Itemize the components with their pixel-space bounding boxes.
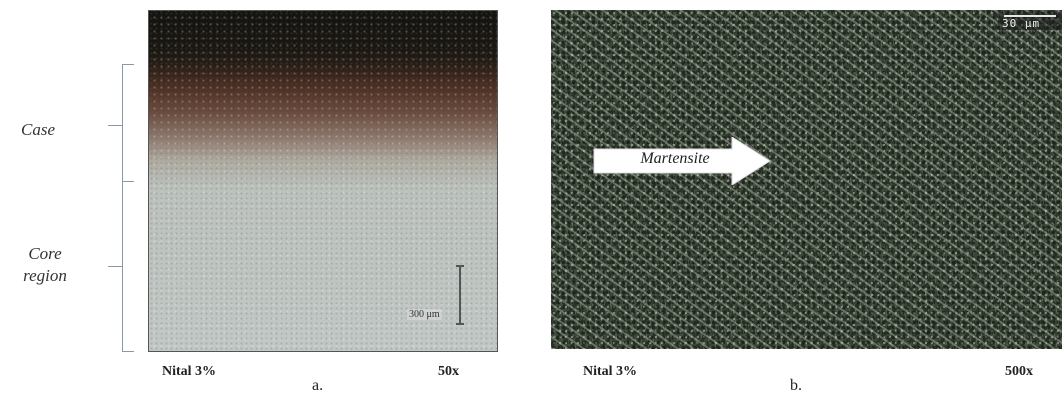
core-region-label: Core region [10, 243, 80, 287]
scale-bar-a [459, 265, 461, 325]
arrow-icon [593, 137, 771, 185]
etchant-b: Nital 3% [583, 364, 638, 379]
case-label: Case [21, 120, 55, 139]
scale-label-a: 300 μm [407, 309, 442, 320]
etchant-a: Nital 3% [162, 364, 217, 379]
scale-label-b: 30 μm [1002, 17, 1041, 30]
scale-bar-a-tick-top [456, 265, 464, 267]
core-label-line2: region [23, 266, 67, 285]
micrograph-a-texture [149, 11, 497, 351]
micrograph-b: 30 μm [551, 10, 1062, 349]
figure-letter-a: a. [312, 377, 324, 394]
magnification-a: 50x [438, 364, 459, 379]
scale-bar-a-tick-bottom [456, 323, 464, 325]
scale-bar-b-line [1004, 15, 1056, 17]
magnification-b: 500x [1005, 364, 1033, 379]
core-label-line1: Core [28, 244, 62, 263]
scale-bar-b: 30 μm [998, 12, 1062, 30]
figure-letter-b: b. [790, 377, 802, 394]
martensite-label: Martensite [640, 150, 710, 167]
micrograph-a: 300 μm [148, 10, 498, 352]
